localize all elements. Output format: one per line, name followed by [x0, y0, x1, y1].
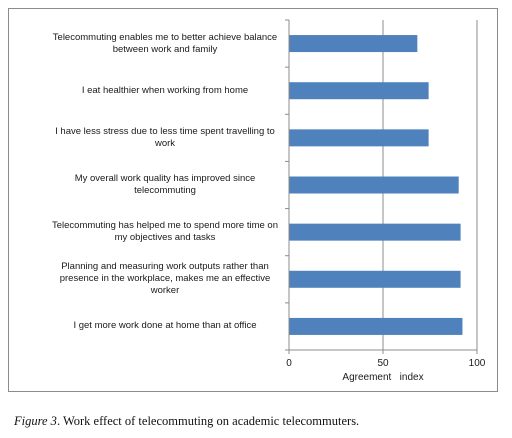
bar — [289, 82, 429, 100]
category-label: I eat healthier when working from home — [46, 85, 284, 97]
caption-text: . Work effect of telecommuting on academ… — [56, 414, 360, 428]
category-label-line: Planning and measuring work outputs rath… — [61, 261, 269, 273]
category-label-line: Telecommuting enables me to better achie… — [52, 31, 278, 43]
category-label-line: worker — [150, 285, 180, 297]
category-label: I have less stress due to less time spen… — [46, 126, 284, 150]
category-label: Telecommuting enables me to better achie… — [46, 32, 284, 56]
category-label-line: I have less stress due to less time spen… — [55, 125, 275, 137]
category-label-line: my objectives and tasks — [114, 232, 216, 244]
bar — [289, 270, 461, 288]
category-label: I get more work done at home than at off… — [46, 320, 284, 332]
category-label-line: work — [154, 137, 176, 149]
category-label-line: I get more work done at home than at off… — [73, 320, 257, 332]
x-tick-label: 0 — [286, 358, 292, 369]
bar — [289, 129, 429, 147]
x-tick-label: 100 — [468, 358, 486, 369]
figure-label: Figure 3 — [14, 414, 57, 428]
category-label-line: My overall work quality has improved sin… — [74, 173, 256, 184]
category-label-line: Telecommuting has helped me to spend mor… — [51, 220, 278, 232]
category-label-line: I eat healthier when working from home — [81, 84, 249, 96]
category-label: Planning and measuring work outputs rath… — [46, 261, 284, 297]
bar — [289, 176, 459, 194]
category-label-line: presence in the workplace, makes me an e… — [59, 273, 271, 285]
figure-caption: Figure 3. Work effect of telecommuting o… — [14, 414, 359, 429]
x-axis-title: Agreement index — [342, 372, 424, 383]
x-tick-label: 50 — [377, 358, 389, 369]
bar — [289, 317, 463, 335]
category-label-line: telecommuting — [134, 185, 196, 196]
category-label-line: between work and family — [112, 43, 218, 55]
category-label: My overall work quality has improved sin… — [46, 173, 284, 197]
category-label: Telecommuting has helped me to spend mor… — [46, 220, 284, 244]
bar — [289, 35, 418, 53]
bar — [289, 223, 461, 241]
